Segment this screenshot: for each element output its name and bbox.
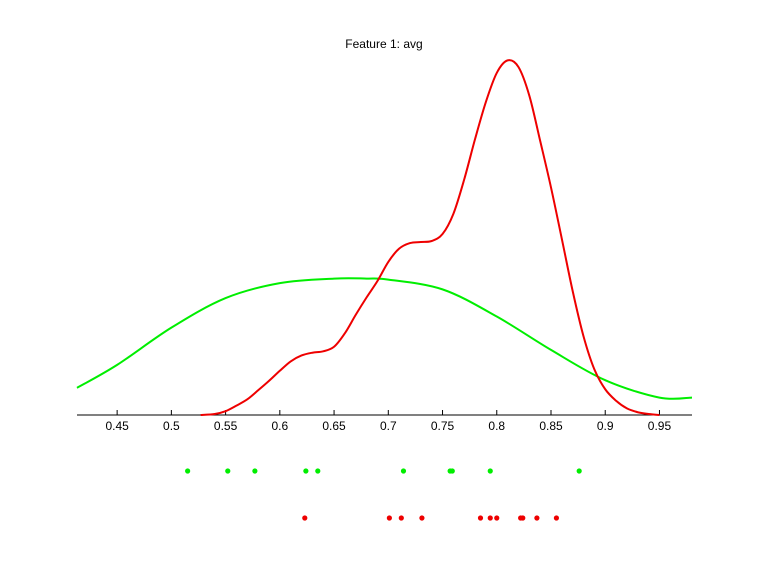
x-tick-label: 0.5 [163, 419, 180, 433]
x-tick-label: 0.95 [648, 419, 672, 433]
rug-point [494, 515, 500, 521]
rug-point [487, 468, 493, 474]
x-tick-label: 0.6 [271, 419, 288, 433]
rug-point [400, 468, 407, 474]
rug-point [487, 515, 493, 521]
rug-point [553, 515, 560, 521]
x-tick-label: 0.65 [322, 419, 346, 433]
rug-point [419, 515, 425, 521]
rug-point [225, 468, 231, 474]
rug-point [576, 468, 582, 474]
x-tick-label: 0.75 [431, 419, 455, 433]
rug-point [449, 468, 455, 474]
x-tick-label: 0.45 [105, 419, 129, 433]
x-tick-label: 0.7 [380, 419, 397, 433]
rug-point [477, 515, 484, 521]
rug-point [302, 515, 308, 521]
rug-point [398, 515, 404, 521]
x-tick-label: 0.85 [539, 419, 563, 433]
density-curve-1 [76, 277, 693, 400]
chart-title: Feature 1: avg [345, 37, 422, 51]
rug-point [252, 468, 258, 474]
x-tick-label: 0.55 [214, 419, 238, 433]
x-axis-ticks: 0.45 0.5 0.55 0.6 0.65 0.7 0.75 0.8 0.85 0.9 0.95 [105, 410, 671, 433]
rug-point [303, 468, 309, 474]
rug-point [534, 515, 540, 521]
x-tick-label: 0.8 [488, 419, 505, 433]
rug-point [315, 468, 321, 474]
x-tick-label: 0.9 [597, 419, 614, 433]
density-curve-2 [200, 59, 660, 416]
density-curves [76, 59, 693, 416]
rug-point [185, 468, 191, 474]
rug-point [520, 515, 526, 521]
rug-point [386, 515, 392, 521]
rug-points [185, 468, 582, 521]
